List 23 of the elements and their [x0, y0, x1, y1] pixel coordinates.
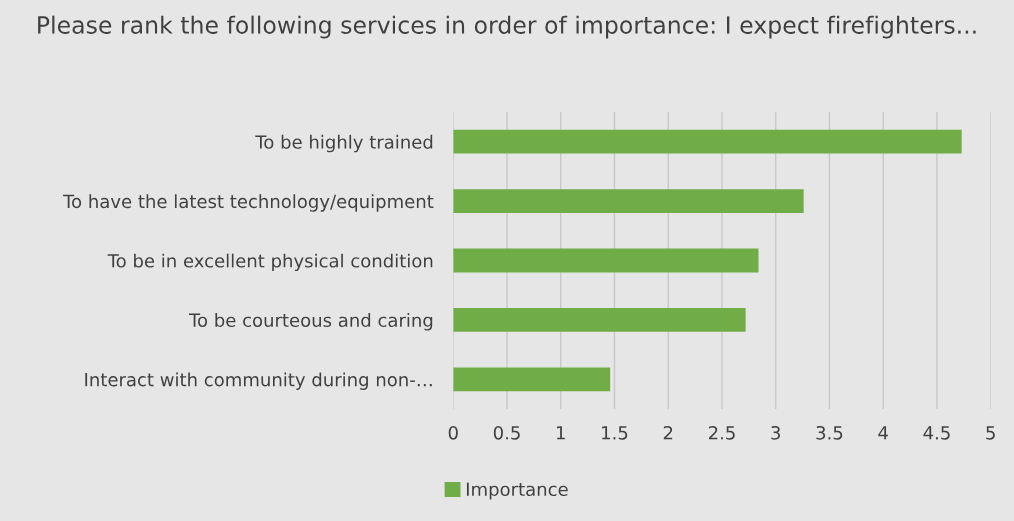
bar — [453, 308, 746, 332]
y-tick-label: Interact with community during non-… — [85, 372, 432, 390]
y-tick-label: To be courteous and caring — [189, 313, 433, 331]
x-tick-label: 0.5 — [493, 425, 520, 440]
x-tick-label: 0 — [448, 425, 458, 440]
legend-label: Importance — [466, 482, 568, 500]
x-tick-label: 4 — [878, 426, 888, 440]
x-tick-label: 4.5 — [923, 426, 950, 440]
x-tick-label: 5 — [986, 426, 995, 440]
y-tick-label: To be in excellent physical condition — [107, 253, 433, 272]
bar — [453, 189, 804, 213]
x-tick-label: 3 — [771, 425, 781, 440]
chart-title: Please rank the following services in order of importance: I expect firefighters... — [38, 15, 976, 39]
bar — [453, 129, 962, 154]
y-tick-label: To be highly trained — [255, 134, 433, 153]
bar — [453, 367, 611, 392]
y-tick-label: To have the latest technology/equipment — [63, 194, 434, 212]
x-tick-label: 3.5 — [816, 425, 843, 440]
x-tick-label: 2 — [663, 425, 673, 440]
x-tick-label: 1.5 — [602, 426, 628, 440]
x-tick-label: 1 — [556, 426, 565, 440]
x-tick-label: 2.5 — [708, 425, 735, 440]
bar — [453, 248, 759, 273]
